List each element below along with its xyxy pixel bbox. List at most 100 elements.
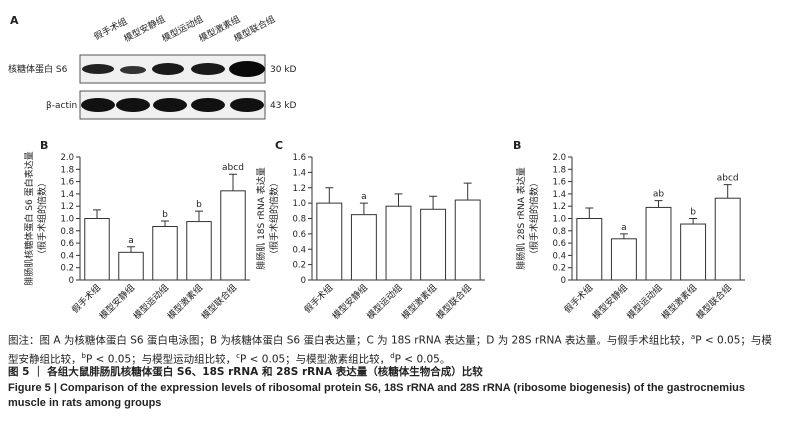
significance-label: abcd (717, 174, 739, 184)
bar (118, 251, 144, 281)
y-tick-label: 0.6 (60, 239, 74, 249)
error-bar (689, 218, 698, 225)
note-text: P < 0.05；与模型运动组比较， (85, 353, 237, 365)
band (191, 98, 225, 112)
bar (714, 197, 741, 281)
band (81, 98, 115, 112)
y-tick-label: 1.2 (60, 202, 74, 212)
x-tick-label: 模型激素组 (165, 282, 205, 322)
error-bar (229, 173, 237, 191)
bar (420, 208, 447, 281)
blot-size: 43 kD (270, 101, 297, 111)
y-tick-label: 2.0 (552, 153, 566, 163)
band (229, 61, 265, 77)
y-axis-label: （假手术组的倍数） (36, 178, 48, 259)
note-superscript: c (236, 351, 240, 360)
x-tick-label: 假手术组 (561, 282, 595, 316)
significance-label: a (621, 223, 627, 233)
error-bar (195, 210, 203, 222)
band (120, 66, 146, 74)
y-tick-label: 0 (561, 276, 566, 286)
y-tick-label: 0 (301, 276, 306, 286)
figure-title-cn: 图 5 ｜ 各组大鼠腓肠肌核糖体蛋白 S6、18S rRNA 和 28S rRN… (8, 366, 483, 378)
y-tick-label: 0.2 (292, 261, 306, 271)
bar (316, 202, 343, 281)
y-tick-label: 1.6 (60, 178, 74, 188)
band (152, 63, 184, 75)
y-tick-label: 0 (69, 276, 74, 286)
y-axis-label: 腓肠肌 18S rRNA 表达量 (255, 167, 267, 270)
y-axis-label: （假手术组的倍数） (268, 178, 280, 259)
x-tick-label: 模型安静组 (590, 282, 630, 322)
y-axis-label: （假手术组的倍数） (528, 178, 540, 259)
y-tick-label: 0.6 (552, 239, 566, 249)
bar (220, 190, 246, 281)
y-axis-label: 腓肠肌核糖体蛋白 S6 蛋白表达量 (23, 151, 35, 285)
panel-label: C (275, 139, 283, 152)
error-bar (394, 193, 403, 207)
panel-label: A (10, 14, 19, 27)
significance-label: b (690, 208, 696, 218)
x-tick-label: 假手术组 (69, 282, 103, 316)
lane-label: 模型安静组 (122, 13, 167, 45)
bar (454, 199, 481, 281)
y-tick-label: 1.0 (552, 215, 566, 225)
y-tick-label: 1.8 (60, 165, 74, 175)
y-tick-label: 1.8 (552, 165, 566, 175)
bar (186, 221, 212, 281)
y-tick-label: 1.6 (552, 178, 566, 188)
blot-row-label: β-actin (46, 101, 77, 111)
y-tick-label: 1.2 (552, 202, 566, 212)
error-bar (463, 182, 472, 201)
lane-label: 模型运动组 (160, 13, 205, 45)
bar (576, 218, 603, 281)
significance-label: abcd (222, 163, 244, 173)
note-text: 图注：图 A 为核糖体蛋白 S6 蛋白电泳图；B 为核糖体蛋白 S6 蛋白表达量… (8, 334, 691, 347)
y-tick-label: 2.0 (60, 153, 74, 163)
error-bar (93, 209, 101, 219)
x-tick-label: 模型安静组 (330, 282, 370, 322)
band (230, 98, 264, 112)
bar (84, 218, 110, 281)
x-tick-label: 模型激素组 (659, 282, 699, 322)
y-axis-label: 腓肠肌 28S rRNA 表达量 (515, 167, 527, 270)
y-tick-label: 0.8 (60, 227, 74, 237)
significance-label: ab (653, 190, 665, 200)
x-tick-label: 模型联合组 (434, 282, 474, 322)
note-superscript: a (690, 333, 696, 341)
error-bar (723, 184, 732, 199)
band (82, 64, 114, 74)
band (153, 98, 187, 112)
x-tick-label: 模型运动组 (364, 282, 404, 322)
y-tick-label: 1.0 (60, 215, 74, 225)
error-bar (654, 200, 663, 208)
y-tick-label: 1.4 (60, 190, 74, 200)
x-tick-label: 模型运动组 (131, 282, 171, 322)
x-tick-label: 假手术组 (301, 282, 335, 316)
note-text: P < 0.05；与模型激素组比较， (240, 353, 391, 365)
blot-size: 30 kD (270, 65, 297, 75)
x-tick-label: 模型运动组 (624, 282, 664, 322)
bar (680, 223, 707, 281)
y-tick-label: 0.4 (552, 251, 566, 261)
error-bar (429, 195, 438, 210)
figure: A 假手术组 模型安静组 模型运动组 模型激素组 模型联合组 核糖体蛋白 S6 … (8, 13, 745, 322)
x-tick-label: 模型联合组 (694, 282, 734, 322)
error-bar (325, 187, 334, 204)
y-tick-label: 1.4 (552, 190, 566, 200)
y-tick-label: 0.2 (60, 264, 74, 274)
error-bar (585, 207, 594, 219)
significance-label: a (128, 236, 134, 246)
note-superscript: d (390, 351, 395, 360)
y-tick-label: 0.4 (60, 251, 74, 261)
note-superscript: b (81, 351, 86, 360)
band (116, 98, 150, 112)
note-text: P < 0.05；与模型安静组比较， (8, 334, 772, 366)
y-tick-label: 0.4 (292, 245, 306, 255)
error-bar (127, 246, 135, 253)
figure-title-en: Figure 5 | Comparison of the expression … (8, 382, 745, 409)
panel-label: B (40, 139, 48, 152)
x-tick-label: 模型安静组 (97, 282, 137, 322)
band (191, 63, 225, 75)
y-tick-label: 0.2 (552, 264, 566, 274)
